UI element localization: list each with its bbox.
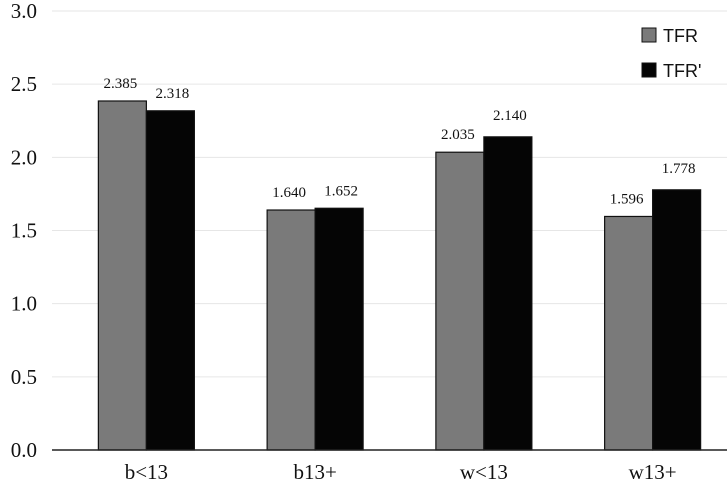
bar-tfr-prime	[652, 189, 702, 451]
category-label: w13+	[629, 460, 677, 484]
bar-tfr	[97, 100, 147, 451]
y-axis-ticks: 0.0 0.5 1.0 1.5 2.0 2.5 3.0	[11, 0, 37, 462]
legend-swatch	[641, 62, 657, 78]
bar-tfr	[266, 209, 316, 451]
data-label: 2.140	[493, 108, 527, 124]
data-label: 1.778	[662, 161, 696, 177]
y-tick-label: 1.0	[11, 292, 37, 316]
data-label: 1.652	[324, 183, 358, 199]
y-tick-label: 3.0	[11, 0, 37, 23]
legend-label: TFR'	[663, 61, 701, 81]
legend: TFR TFR'	[641, 26, 701, 81]
data-label: 2.385	[104, 76, 138, 92]
y-tick-label: 2.5	[11, 72, 37, 96]
category-label: w<13	[460, 460, 508, 484]
category-label: b13+	[293, 460, 336, 484]
legend-label: TFR	[663, 26, 698, 46]
category-label: b<13	[125, 460, 168, 484]
y-tick-label: 2.0	[11, 145, 37, 169]
bar-tfr	[604, 215, 654, 451]
bar-tfr-prime	[314, 207, 364, 451]
y-tick-label: 0.0	[11, 438, 37, 462]
category-labels: b<13 b13+ w<13 w13+	[125, 460, 677, 484]
data-label: 1.596	[610, 191, 644, 207]
legend-swatch	[641, 27, 657, 43]
data-label: 2.318	[156, 86, 190, 102]
y-tick-label: 0.5	[11, 365, 37, 389]
data-label: 1.640	[272, 185, 306, 201]
bar-tfr-prime	[483, 136, 533, 451]
data-label: 2.035	[441, 127, 475, 143]
bar-tfr-prime	[145, 110, 195, 451]
bar-tfr	[435, 151, 485, 451]
data-labels: 2.385 2.318 1.640 1.652 2.035 2.140 1.596 1.778	[104, 76, 696, 207]
y-tick-label: 1.5	[11, 219, 37, 243]
bars	[97, 100, 702, 451]
